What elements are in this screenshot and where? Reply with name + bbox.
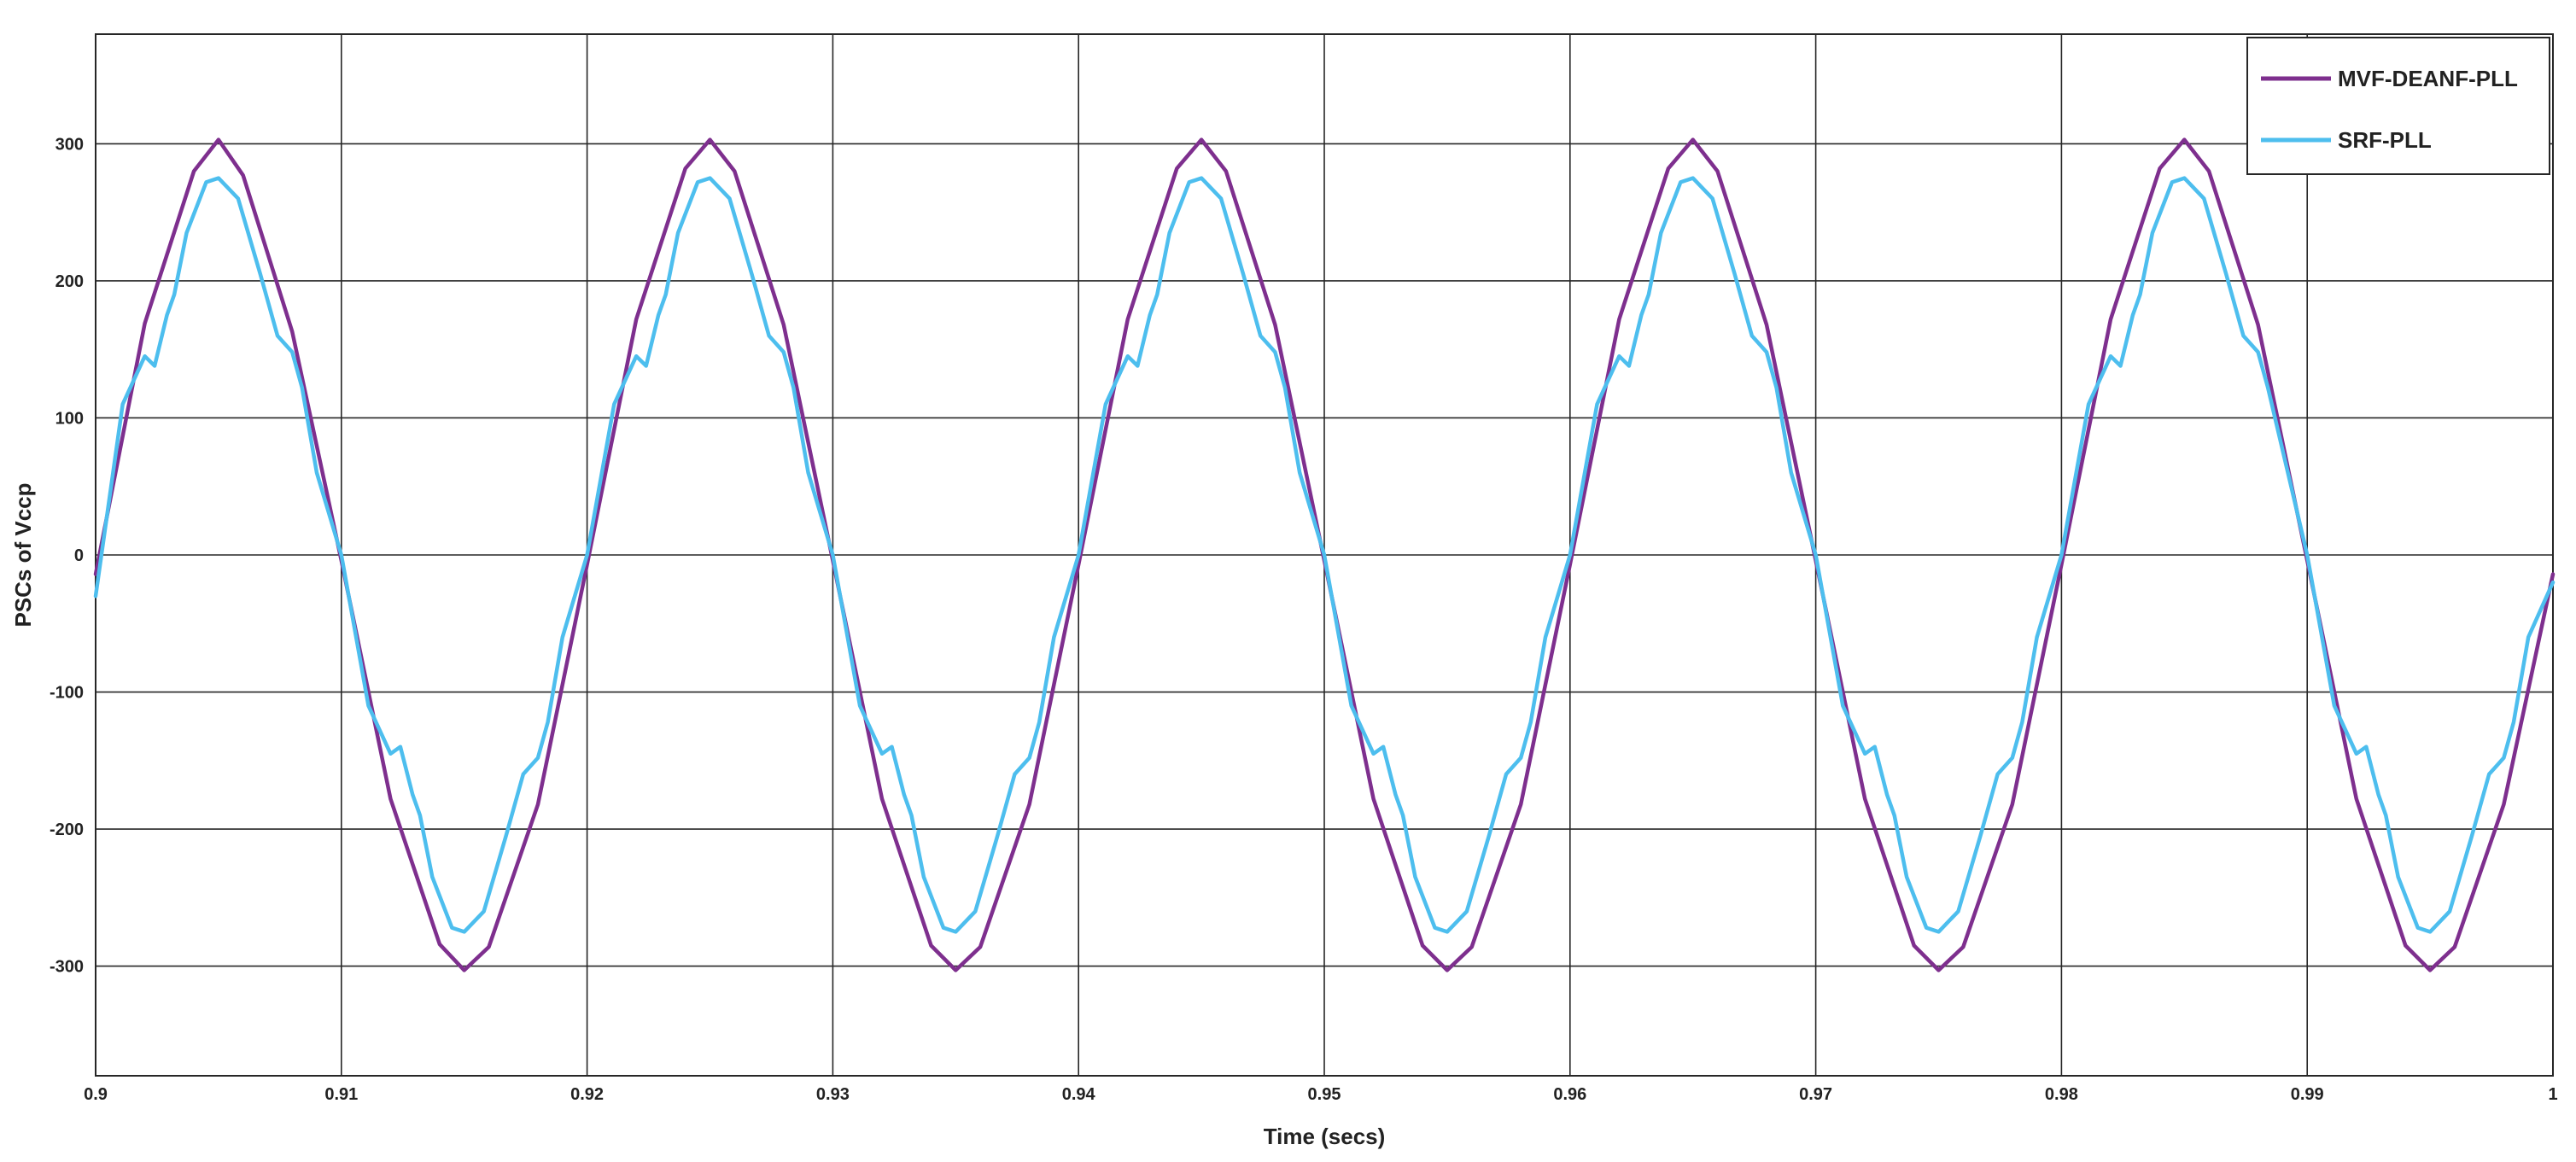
y-tick-label: 100 xyxy=(55,409,84,428)
x-tick-label: 1 xyxy=(2548,1085,2557,1104)
y-tick-label: -300 xyxy=(50,958,84,977)
y-tick-label: 200 xyxy=(55,272,84,291)
y-tick-label: -100 xyxy=(50,684,84,703)
x-tick-label: 0.96 xyxy=(1553,1085,1586,1104)
x-tick-label: 0.95 xyxy=(1308,1085,1341,1104)
y-tick-label: -200 xyxy=(50,820,84,839)
x-tick-label: 0.91 xyxy=(324,1085,358,1104)
y-tick-label: 0 xyxy=(74,546,84,565)
legend-box xyxy=(2246,37,2550,175)
y-axis-label: PSCs of Vccp xyxy=(10,482,36,627)
x-tick-label: 0.98 xyxy=(2045,1085,2078,1104)
legend: MVF-DEANF-PLL SRF-PLL xyxy=(2246,37,2550,175)
x-tick-label: 0.92 xyxy=(570,1085,604,1104)
tick-labels: 0.9 0.91 0.92 0.93 0.94 0.95 0.96 0.97 0.98 0.99 1… xyxy=(50,135,2558,1104)
series-line-2 xyxy=(93,176,2556,934)
x-tick-label: 0.94 xyxy=(1062,1085,1096,1104)
x-tick-label: 0.9 xyxy=(84,1085,108,1104)
x-tick-label: 0.97 xyxy=(1799,1085,1832,1104)
legend-label-series-1: MVF-DEANF-PLL xyxy=(2338,66,2518,91)
series-lines xyxy=(93,137,2556,972)
x-tick-label: 0.93 xyxy=(816,1085,850,1104)
x-axis-label: Time (secs) xyxy=(1264,1124,1386,1149)
x-tick-label: 0.99 xyxy=(2291,1085,2324,1104)
legend-label-series-2: SRF-PLL xyxy=(2338,127,2432,153)
y-tick-label: 300 xyxy=(55,135,84,154)
